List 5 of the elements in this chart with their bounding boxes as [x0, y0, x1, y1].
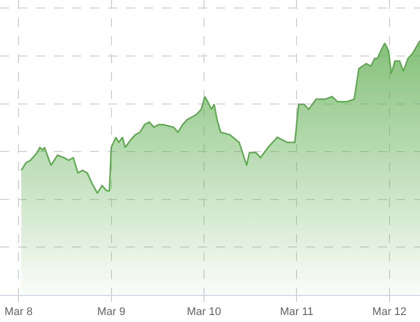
x-tick-label: Mar 12 [372, 306, 407, 318]
x-tick-label: Mar 10 [186, 306, 222, 318]
x-tick-label: Mar 9 [97, 306, 126, 318]
x-tick-label: Mar 11 [280, 306, 314, 318]
x-tick-label: Mar 8 [4, 306, 33, 318]
